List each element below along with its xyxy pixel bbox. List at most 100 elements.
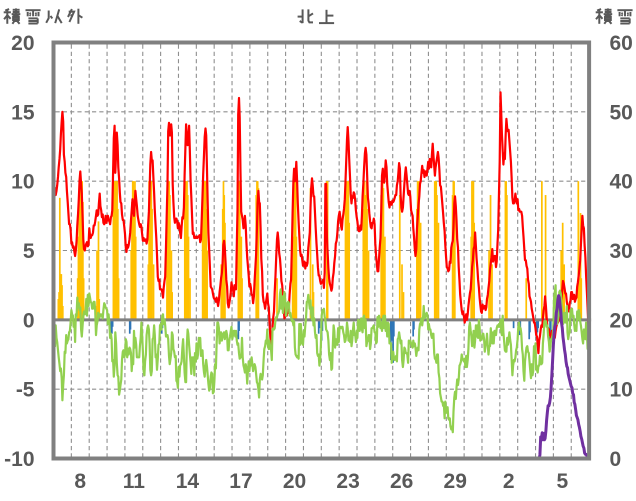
- green-line: [52, 284, 591, 434]
- orange-bars-bar: [98, 299, 101, 320]
- orange-bars-bar: [473, 222, 476, 320]
- orange-bars-bar: [134, 236, 137, 320]
- orange-bars-bar: [169, 195, 171, 320]
- orange-bars-bar: [580, 278, 583, 320]
- orange-bars-bar: [436, 195, 438, 320]
- orange-bars-bar: [366, 208, 368, 320]
- orange-bars-bar: [117, 278, 120, 320]
- blue-bars-bar: [129, 319, 132, 330]
- orange-bars-bar: [58, 197, 61, 320]
- right-axis-tick-label: 40: [610, 171, 633, 194]
- blue-bars-bar: [413, 319, 415, 330]
- blue-bars-bar: [238, 319, 240, 331]
- orange-bars-bar: [544, 195, 547, 320]
- right-axis-title-glyphs-stroke: [598, 14, 604, 20]
- orange-bars-bar: [419, 222, 422, 320]
- x-axis-tick-label: 11: [123, 470, 146, 493]
- x-axis-tick-label: 14: [176, 470, 200, 493]
- right-axis-tick-label: 50: [610, 101, 633, 124]
- orange-bars-bar: [491, 264, 493, 320]
- x-axis-tick-label: 29: [444, 470, 467, 493]
- orange-bars-bar: [561, 222, 564, 320]
- left-axis-title-glyphs-stroke: [45, 10, 50, 24]
- plot-border: [51, 40, 592, 461]
- blue-bars-bar: [512, 319, 515, 329]
- x-axis-tick-label: 8: [74, 470, 86, 493]
- orange-bars-bar: [453, 208, 456, 320]
- right-axis-tick-label: 10: [610, 379, 633, 402]
- orange-bars-bar: [116, 208, 119, 320]
- orange-bars-bar: [206, 250, 208, 320]
- orange-bars-bar: [525, 278, 528, 320]
- blue-bars-bar: [392, 319, 395, 337]
- blue-bars-bar: [537, 319, 539, 329]
- right-axis-title-glyphs-stroke: [608, 20, 613, 25]
- chart-title-glyphs-stroke: [299, 20, 304, 24]
- chart-title-glyphs-stroke: [307, 9, 313, 24]
- orange-bars-bar: [96, 250, 98, 320]
- left-axis-tick-label: -10: [4, 448, 34, 471]
- left-axis-title-glyphs-stroke: [34, 12, 38, 15]
- orange-bars-bar: [295, 236, 298, 320]
- left-axis-tick-label: 0: [23, 309, 35, 332]
- orange-bars-bar: [257, 188, 260, 320]
- blue-bars-bar: [111, 319, 114, 327]
- orange-bars-bar: [382, 188, 385, 320]
- orange-bars-bar: [61, 285, 63, 320]
- right-axis-tick-label: 60: [610, 32, 633, 55]
- left-axis-tick-label: 5: [23, 240, 35, 263]
- orange-bars-bar: [171, 292, 174, 320]
- left-axis-title-glyphs-stroke: [29, 13, 32, 17]
- left-axis-title-glyphs-stroke: [6, 14, 12, 20]
- blue-bars-bar: [549, 319, 552, 340]
- right-axis-title-glyphs-stroke: [620, 13, 624, 17]
- orange-bars-bar: [577, 181, 580, 320]
- left-axis-tick-label: 20: [11, 32, 34, 55]
- left-axis-title-glyphs-stroke: [29, 12, 32, 15]
- orange-bars-bar: [367, 250, 370, 320]
- red-line: [52, 91, 591, 355]
- orange-bars-bar: [437, 222, 440, 320]
- left-axis-title-glyphs-stroke: [56, 15, 63, 24]
- left-axis-title-glyphs-stroke: [34, 13, 38, 17]
- orange-bars-bar: [560, 250, 563, 320]
- orange-bars-bar: [189, 278, 191, 320]
- x-axis-tick-label: 23: [336, 470, 359, 493]
- left-axis-title-glyphs-stroke: [68, 10, 76, 23]
- x-axis-tick-label: 2: [503, 470, 515, 493]
- left-axis-title-glyphs-stroke: [11, 20, 16, 25]
- orange-bars-bar: [276, 278, 278, 320]
- orange-bars-bar: [238, 181, 241, 320]
- blue-bars-bar: [318, 319, 321, 329]
- chart-title-glyphs-stroke: [307, 12, 314, 18]
- blue-bars-bar: [392, 319, 394, 363]
- left-axis-title-glyphs-stroke: [70, 14, 74, 18]
- left-axis-tick-label: 15: [11, 101, 35, 124]
- orange-bars-bar: [363, 195, 366, 320]
- left-axis-title-glyphs-stroke: [49, 15, 54, 19]
- orange-bars-bar: [170, 250, 173, 320]
- blue-bars-bar: [529, 319, 531, 333]
- orange-bars-bar: [82, 278, 85, 320]
- right-axis-title-glyphs-stroke: [620, 12, 624, 15]
- orange-bars-bar: [220, 264, 223, 320]
- orange-bars-bar: [541, 181, 543, 320]
- orange-bars-bar: [506, 195, 508, 320]
- orange-bars-bar: [312, 292, 315, 320]
- right-axis-tick-label: 30: [610, 240, 633, 263]
- x-axis-tick-label: 17: [229, 470, 252, 493]
- left-axis-tick-label: 10: [11, 171, 34, 194]
- orange-bars-bar: [418, 181, 420, 320]
- orange-bars-bar: [82, 201, 84, 320]
- blue-bars-bar: [390, 319, 393, 341]
- x-axis-tick-label: 26: [390, 470, 413, 493]
- right-axis-tick-label: 0: [610, 448, 622, 471]
- orange-bars-bar: [309, 188, 312, 320]
- orange-bars-bar: [61, 305, 64, 320]
- left-axis-title-glyphs-stroke: [16, 20, 21, 25]
- right-axis-title-glyphs-stroke: [626, 13, 630, 17]
- orange-bars-bar: [401, 264, 403, 320]
- orange-bars-bar: [152, 264, 155, 320]
